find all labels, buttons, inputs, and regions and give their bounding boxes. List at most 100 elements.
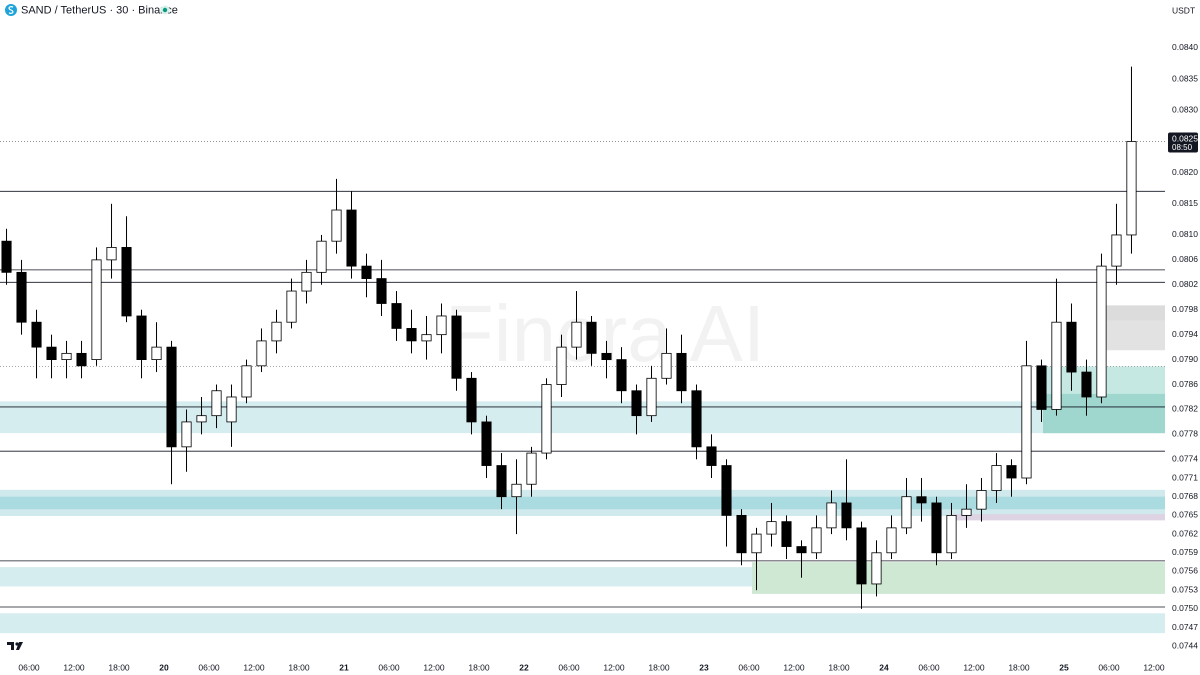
candle-body	[1006, 465, 1017, 479]
y-tick-label: 0.0756	[1172, 566, 1198, 576]
levels	[0, 141, 1165, 608]
candle-body	[1081, 371, 1092, 398]
y-tick-label: 0.0778	[1172, 429, 1198, 439]
candle-body	[736, 514, 747, 554]
candle-body	[526, 452, 537, 485]
y-tick-label: 0.0806	[1172, 254, 1198, 264]
zone	[0, 496, 1165, 510]
candles	[1, 66, 1137, 609]
candle-body	[466, 377, 477, 423]
y-tick-label: 0.0802	[1172, 279, 1198, 289]
zone	[0, 613, 1165, 634]
candle-body	[436, 315, 447, 336]
x-tick-label: 12:00	[423, 662, 445, 672]
symbol-logo-mark	[8, 6, 14, 14]
candle-body	[811, 527, 822, 554]
y-tick-label: 0.0744	[1172, 641, 1198, 651]
y-tick-label: 0.0840	[1172, 42, 1198, 52]
candle-body	[376, 278, 387, 304]
candle-body	[871, 552, 882, 585]
candle-body	[181, 421, 192, 448]
candle-body	[136, 315, 147, 360]
x-tick-label: 12:00	[963, 662, 985, 672]
candle-body	[391, 303, 402, 329]
price-badge	[1168, 132, 1198, 153]
axes: 0.0840 0.0835 0.0830 0.0820 0.0815 0.0810 0.08…	[18, 42, 1198, 672]
y-tick-label: 0.0815	[1172, 198, 1198, 208]
y-tick-label: 0.0765	[1172, 510, 1198, 520]
x-tick-label: 06:00	[198, 662, 220, 672]
y-tick-label: 0.0750	[1172, 603, 1198, 613]
x-tick-label: 18:00	[648, 662, 670, 672]
price-badge-label: 0.0825	[1172, 134, 1198, 144]
price-countdown: 08:50	[1172, 143, 1193, 152]
candle-body	[361, 265, 372, 279]
candle-body	[856, 527, 867, 585]
symbol-title[interactable]: SAND / TetherUS · 30 · Binance	[21, 4, 178, 16]
candle-body	[166, 346, 177, 448]
y-tick-label: 0.0794	[1172, 329, 1198, 339]
y-tick-label: 0.0830	[1172, 105, 1198, 115]
candle-body	[16, 271, 27, 323]
x-tick-label: 24	[879, 662, 889, 672]
candle-body	[406, 328, 417, 342]
zone	[1042, 393, 1165, 434]
candle-body	[1036, 365, 1047, 410]
candle-body	[766, 521, 777, 535]
candle-body	[991, 465, 1002, 491]
x-tick-label: 06:00	[918, 662, 940, 672]
candle-body	[76, 352, 87, 367]
candle-body	[1126, 141, 1137, 236]
x-tick-label: 18:00	[828, 662, 850, 672]
y-tick-label: 0.0782	[1172, 404, 1198, 414]
zone	[751, 562, 1165, 594]
currency-label[interactable]: USDT	[1172, 5, 1195, 15]
candle-body	[601, 352, 612, 360]
x-tick-label: 18:00	[108, 662, 130, 672]
x-tick-label: 06:00	[558, 662, 580, 672]
candle-body	[781, 521, 792, 547]
y-tick-label: 0.0753	[1172, 584, 1198, 594]
candle-body	[301, 271, 312, 292]
y-tick-label: 0.0810	[1172, 229, 1198, 239]
x-tick-label: 22	[519, 662, 529, 672]
y-tick-label: 0.0790	[1172, 354, 1198, 364]
x-tick-label: 06:00	[378, 662, 400, 672]
y-tick-label: 0.0768	[1172, 491, 1198, 501]
candle-body	[946, 514, 957, 554]
candle-body	[316, 240, 327, 273]
candle-body	[826, 502, 837, 529]
candle-body	[616, 359, 627, 392]
candle-body	[1096, 265, 1107, 398]
candle-body	[706, 446, 717, 466]
candle-body	[61, 352, 72, 360]
y-tick-label: 0.0820	[1172, 167, 1198, 177]
x-tick-label: 12:00	[603, 662, 625, 672]
candle-body	[286, 290, 297, 323]
x-tick-label: 06:00	[18, 662, 40, 672]
candle-body	[886, 527, 897, 554]
y-tick-label: 0.0759	[1172, 547, 1198, 557]
candle-body	[511, 483, 522, 498]
candle-body	[271, 321, 282, 342]
candle-body	[421, 334, 432, 342]
y-tick-label: 0.0762	[1172, 528, 1198, 538]
candle-body	[931, 502, 942, 554]
candle-body	[1, 240, 12, 273]
candle-body	[46, 346, 57, 360]
x-tick-label: 20	[159, 662, 169, 672]
x-tick-label: 25	[1059, 662, 1069, 672]
y-tick-label: 0.0835	[1172, 73, 1198, 83]
candle-body	[196, 415, 207, 423]
y-tick-label: 0.0798	[1172, 304, 1198, 314]
candle-body	[106, 247, 117, 261]
candle-body	[241, 365, 252, 398]
candle-body	[556, 346, 567, 385]
x-tick-label: 23	[699, 662, 709, 672]
candle-body	[541, 384, 552, 454]
x-tick-label: 18:00	[468, 662, 490, 672]
candle-body	[496, 465, 507, 498]
candle-body	[961, 508, 972, 516]
candle-body	[331, 209, 342, 242]
